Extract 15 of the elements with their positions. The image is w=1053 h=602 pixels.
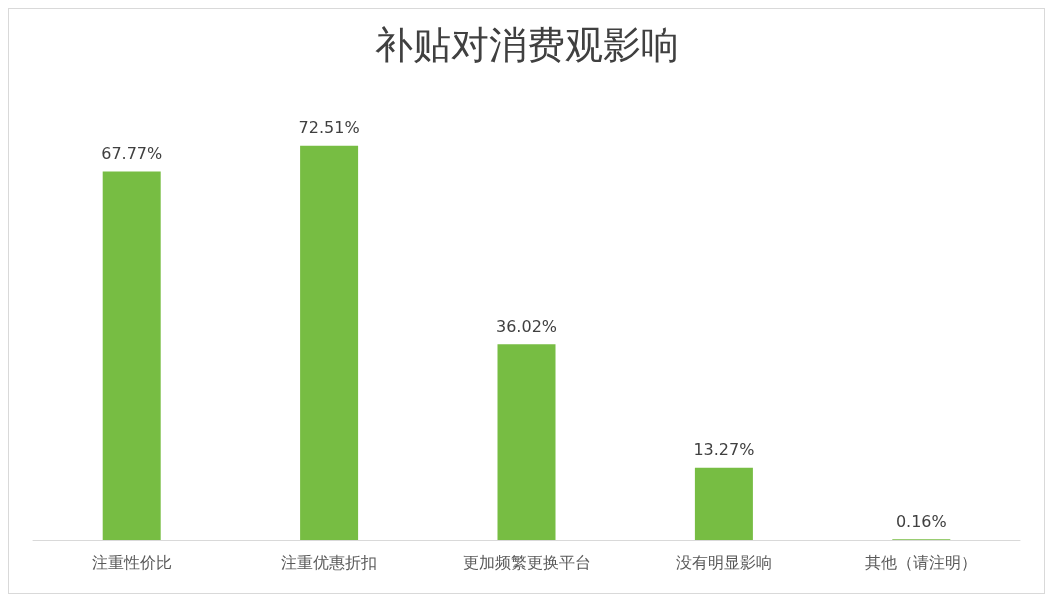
bar	[300, 145, 359, 540]
x-tick-label: 没有明显影响	[675, 552, 772, 572]
data-label: 36.02%	[495, 316, 558, 336]
data-label: 72.51%	[298, 118, 360, 138]
x-tick-label: 其他（请注明）	[865, 552, 978, 572]
x-tick-label: 注重优惠折扣	[281, 552, 378, 572]
bar	[497, 344, 556, 540]
bar	[694, 467, 753, 540]
x-tick-label: 更加频繁更换平台	[462, 552, 591, 572]
x-tick-label: 注重性价比	[91, 552, 172, 572]
bar	[102, 171, 161, 540]
chart-title: 补贴对消费观影响	[374, 23, 679, 67]
data-label: 13.27%	[693, 440, 755, 460]
data-label: 0.16%	[895, 511, 947, 531]
data-label: 67.77%	[101, 144, 163, 163]
